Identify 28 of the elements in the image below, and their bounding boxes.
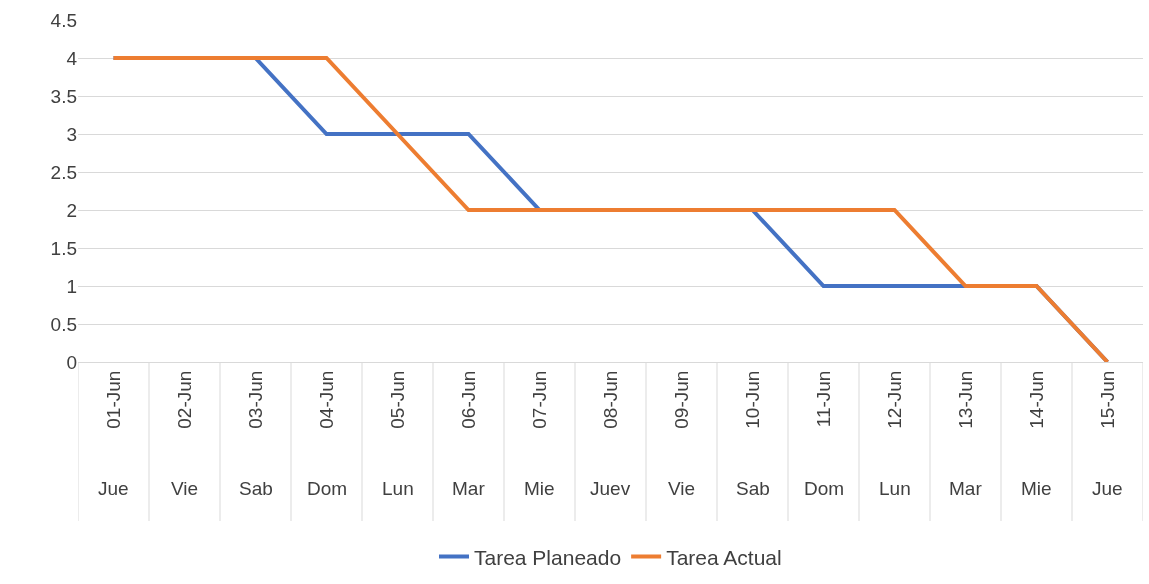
y-tick-label: 3.5: [50, 85, 77, 107]
category-label: 02-Jun Vie: [171, 370, 199, 499]
y-tick-label: 1: [66, 275, 77, 297]
category-label: 12-Jun Lun: [879, 370, 911, 499]
category-label: 15-Jun Jue: [1092, 370, 1123, 499]
category-label: 07-Jun Mie: [524, 370, 555, 499]
y-tick-label: 0.5: [50, 313, 77, 335]
y-tick-label: 2: [66, 199, 77, 221]
y-tick-label: 1.5: [50, 237, 77, 259]
category-label: 09-Jun Vie: [668, 370, 696, 499]
category-label: 01-Jun Jue: [98, 370, 129, 499]
legend-label: Tarea Actual: [666, 545, 782, 569]
y-tick-label: 2.5: [50, 161, 77, 183]
y-tick-label: 3: [66, 123, 77, 145]
category-label: 08-Jun Juev: [590, 370, 631, 499]
category-label: 11-Jun Dom: [804, 370, 845, 499]
category-label: 05-Jun Lun: [382, 370, 414, 499]
y-tick-label: 4.5: [50, 9, 77, 31]
y-tick-label: 4: [66, 47, 78, 69]
category-label: 10-Jun Sab: [736, 370, 770, 499]
legend-label: Tarea Planeado: [474, 545, 622, 569]
line-series: [111, 56, 1110, 362]
y-tick-label: 0: [66, 351, 77, 373]
category-label: 14-Jun Mie: [1021, 370, 1052, 499]
category-label: 06-Jun Mar: [452, 370, 485, 499]
category-label: 04-Jun Dom: [307, 370, 348, 499]
category-label: 03-Jun Sab: [239, 370, 273, 499]
category-label: 13-Jun Mar: [949, 370, 982, 499]
